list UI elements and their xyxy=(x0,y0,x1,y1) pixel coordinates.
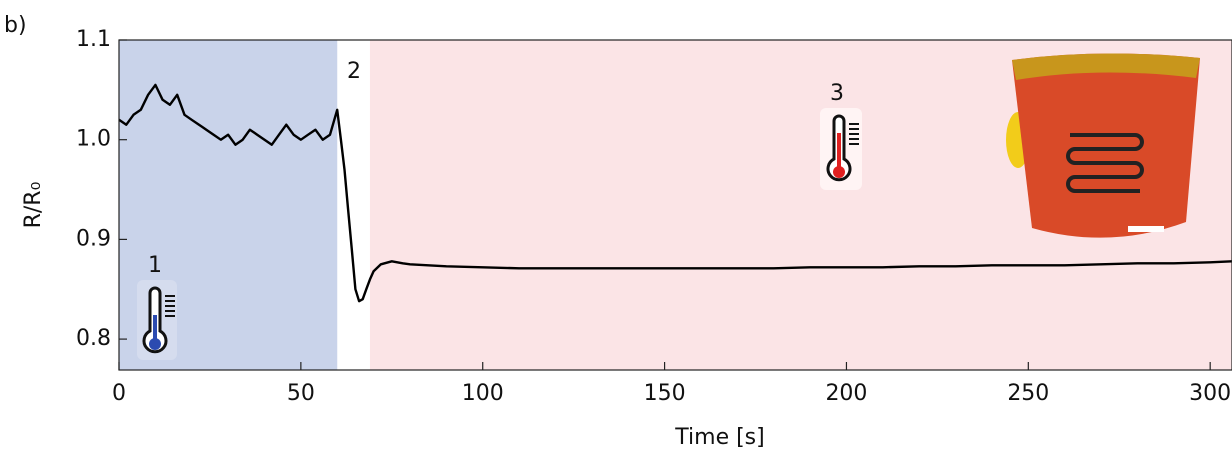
y-tick-label: 1.0 xyxy=(76,127,111,152)
x-tick-label: 100 xyxy=(462,381,504,406)
y-tick-label: 0.9 xyxy=(76,226,111,251)
x-tick-label: 50 xyxy=(287,381,315,406)
y-tick-label: 1.1 xyxy=(76,27,111,52)
x-tick-label: 300 xyxy=(1189,381,1231,406)
annotation: 2 xyxy=(347,59,361,84)
x-tick-label: 200 xyxy=(825,381,867,406)
data-line xyxy=(118,83,1232,303)
x-tick-label: 150 xyxy=(644,381,686,406)
thermometer-hot xyxy=(820,108,862,190)
y-axis-title: R/R₀ xyxy=(21,181,46,228)
plot xyxy=(118,83,1232,303)
y-tick-label: 0.8 xyxy=(76,326,111,351)
x-tick-label: 250 xyxy=(1007,381,1049,406)
annotation: 1 xyxy=(148,253,162,278)
panel-label: b) xyxy=(4,13,27,38)
cup-image xyxy=(1006,53,1200,238)
plot-frame xyxy=(118,39,1232,371)
thermometer-cold xyxy=(137,280,177,360)
annotation: 3 xyxy=(830,81,844,106)
x-tick-label: 0 xyxy=(112,381,126,406)
x-axis-title: Time [s] xyxy=(674,425,764,450)
